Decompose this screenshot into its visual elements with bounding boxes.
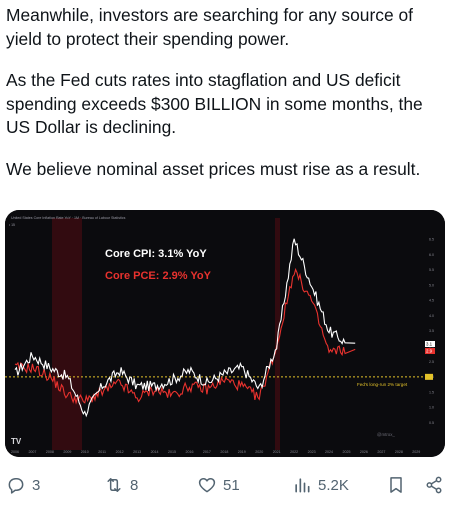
watermark: @mtrox_ [377, 432, 395, 437]
share-icon [426, 476, 442, 494]
tweet-actions: 3 8 51 5.2K [0, 470, 455, 500]
chart-image[interactable]: United States Core Inflation Rate YoY · … [5, 210, 445, 457]
value-tick-label: 5.0 [429, 283, 434, 287]
year-tick-label: 2014 [151, 450, 159, 454]
views-button[interactable]: 5.2K [292, 470, 349, 500]
year-tick-label: 2024 [325, 450, 333, 454]
legend-core-cpi: Core CPI: 3.1% YoY [105, 248, 207, 260]
share-button[interactable] [424, 470, 444, 500]
reply-count: 3 [32, 476, 41, 494]
retweet-count: 8 [130, 476, 139, 494]
tweet-paragraph-1: Meanwhile, investors are searching for a… [6, 5, 413, 49]
year-tick-label: 2017 [203, 450, 211, 454]
cpi-last-value: 3.1 [426, 342, 433, 347]
value-tick-label: 0.5 [429, 421, 434, 425]
value-tick-label: 4.0 [429, 314, 434, 318]
fed-target-label: Fed's long-run 2% target [357, 382, 408, 387]
year-tick-label: 2022 [290, 450, 298, 454]
year-tick-label: 2019 [238, 450, 246, 454]
tweet-text: Meanwhile, investors are searching for a… [6, 4, 451, 199]
year-tick-label: 2016 [185, 450, 193, 454]
year-tick-label: 2008 [46, 450, 54, 454]
bookmark-button[interactable] [386, 470, 406, 500]
value-tick-label: 6.5 [429, 237, 434, 241]
like-button[interactable]: 51 [197, 470, 240, 500]
value-tick-label: 6.0 [429, 253, 434, 257]
value-tick-label: 5.5 [429, 268, 434, 272]
year-tick-label: 2011 [98, 450, 106, 454]
value-tick-label: 4.5 [429, 299, 434, 303]
like-count: 51 [223, 476, 240, 494]
year-tick-label: 2025 [342, 450, 350, 454]
core-pce-series [14, 267, 356, 405]
reply-icon [8, 478, 24, 494]
retweet-button[interactable]: 8 [104, 470, 138, 500]
value-tick-label: 2.5 [429, 360, 434, 364]
year-tick-label: 2013 [133, 450, 141, 454]
year-tick-label: 2020 [255, 450, 263, 454]
value-tick-label: 1.5 [429, 390, 434, 394]
pce-last-value: 2.9 [426, 349, 433, 354]
value-tick-label: 3.5 [429, 329, 434, 333]
year-tick-label: 2018 [220, 450, 228, 454]
target-badge [425, 373, 433, 380]
tweet-paragraph-2: As the Fed cuts rates into stagflation a… [6, 70, 423, 137]
tweet-paragraph-3: We believe nominal asset prices must ris… [6, 158, 421, 179]
core-cpi-series [14, 238, 356, 418]
recession-band-2008 [52, 218, 82, 450]
views-count: 5.2K [318, 476, 349, 494]
year-tick-label: 2010 [81, 450, 89, 454]
retweet-icon [107, 478, 121, 492]
year-tick-label: 2029 [412, 450, 420, 454]
year-tick-label: 2027 [377, 450, 385, 454]
cpi-last-badge [425, 341, 435, 347]
year-tick-label: 2007 [28, 450, 36, 454]
tradingview-logo: TV [11, 437, 22, 446]
value-tick-label: 1.0 [429, 406, 434, 410]
views-bar-chart-icon [295, 478, 310, 493]
reply-button[interactable]: 3 [6, 470, 40, 500]
year-tick-label: 2026 [360, 450, 368, 454]
year-tick-label: 2015 [168, 450, 176, 454]
year-tick-label: 2012 [116, 450, 124, 454]
pce-last-badge [425, 348, 435, 354]
year-tick-label: 2009 [63, 450, 71, 454]
year-tick-label: 2028 [395, 450, 403, 454]
legend-core-pce: Core PCE: 2.9% YoY [105, 270, 212, 282]
svg-text:• 15: • 15 [9, 223, 15, 227]
year-tick-label: 2021 [273, 450, 281, 454]
bookmark-icon [390, 477, 402, 493]
heart-icon [198, 478, 216, 493]
chart-header: United States Core Inflation Rate YoY · … [11, 216, 126, 220]
year-tick-label: 2023 [308, 450, 316, 454]
inflation-chart: United States Core Inflation Rate YoY · … [5, 210, 445, 457]
year-tick-label: 2006 [11, 450, 19, 454]
